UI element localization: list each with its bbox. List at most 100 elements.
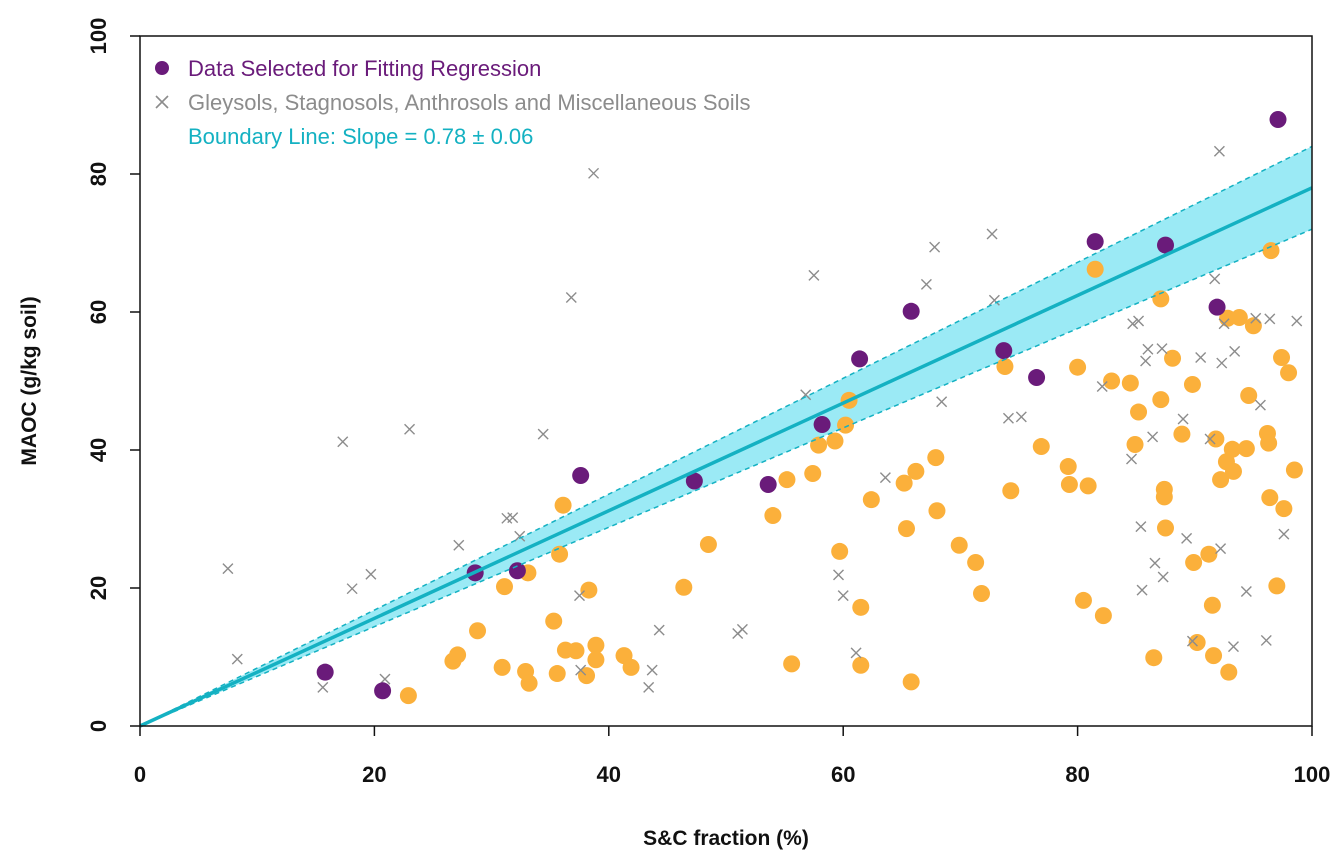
data-point-excluded	[808, 269, 820, 281]
data-point-excluded	[929, 241, 941, 253]
data-point-excluded	[1002, 412, 1014, 424]
data-point-excluded	[1096, 381, 1108, 393]
data-point	[1157, 519, 1174, 537]
data-point	[783, 655, 801, 673]
data-point-selected	[1028, 369, 1046, 387]
data-point-excluded	[1218, 318, 1230, 330]
data-point	[1121, 374, 1139, 392]
data-point-excluded	[337, 436, 349, 448]
data-point	[1173, 425, 1191, 443]
data-point-excluded	[514, 530, 526, 542]
data-point	[1280, 364, 1298, 382]
data-point	[1188, 634, 1206, 652]
data-point	[1152, 391, 1170, 409]
data-point-selected	[374, 682, 392, 700]
data-point-selected	[572, 467, 590, 485]
data-point-excluded	[1213, 145, 1225, 157]
data-point	[928, 502, 946, 520]
data-point	[1002, 482, 1020, 500]
data-point-excluded	[1127, 318, 1139, 330]
data-point	[1130, 403, 1148, 421]
data-point	[548, 665, 566, 683]
y-tick-label: 60	[86, 300, 111, 324]
data-point	[950, 536, 968, 554]
y-axis: 0 20 40 60 80 100	[86, 18, 140, 732]
data-point	[778, 471, 796, 489]
plot-frame	[139, 35, 1313, 727]
data-point	[1237, 440, 1255, 458]
x-tick-label: 20	[362, 762, 386, 787]
data-point	[852, 598, 870, 616]
data-point	[495, 578, 513, 596]
data-point-selected	[1157, 236, 1174, 254]
data-point	[996, 358, 1014, 376]
data-point-selected	[508, 562, 526, 580]
y-tick-label: 80	[86, 162, 111, 186]
data-point	[567, 642, 585, 660]
data-point	[493, 658, 511, 676]
data-point-excluded	[1209, 273, 1221, 285]
data-point-selected	[995, 342, 1013, 360]
x-axis: 0 20 40 60 80 100	[134, 726, 1330, 787]
data-point-selected	[759, 476, 777, 493]
legend-label-excluded: Gleysols, Stagnosols, Anthrosols and Mis…	[188, 90, 751, 115]
data-point-excluded	[588, 167, 600, 179]
data-point-excluded	[565, 292, 577, 304]
data-point	[1261, 489, 1279, 507]
data-point-selected	[1208, 298, 1226, 316]
data-point-excluded	[574, 590, 585, 602]
data-point-selected	[902, 302, 920, 320]
data-point	[1200, 545, 1218, 563]
data-point	[580, 581, 598, 599]
data-point-selected	[685, 472, 703, 490]
data-point	[469, 622, 487, 640]
data-point-excluded	[936, 396, 948, 408]
data-point	[1273, 349, 1291, 367]
data-point	[1164, 349, 1182, 367]
data-point-excluded	[453, 539, 465, 551]
data-point	[587, 651, 605, 669]
data-point	[1074, 591, 1092, 609]
data-point-excluded	[317, 681, 329, 693]
points-layer	[222, 110, 1303, 705]
data-point	[1240, 386, 1258, 404]
data-point	[1262, 242, 1280, 260]
data-point-selected	[1269, 110, 1287, 128]
data-point-selected	[316, 663, 334, 681]
data-point-excluded	[1195, 352, 1207, 364]
data-point-excluded	[1215, 543, 1227, 555]
data-point	[967, 553, 985, 571]
data-point	[1260, 434, 1278, 452]
data-point-excluded	[231, 653, 243, 665]
x-tick-label: 80	[1065, 762, 1089, 787]
data-point-excluded	[346, 583, 358, 595]
data-point	[551, 545, 569, 563]
legend: Data Selected for Fitting Regression Gle…	[155, 56, 751, 149]
boundary-line-layer	[139, 145, 1313, 728]
data-point	[1155, 488, 1173, 506]
data-point	[764, 507, 782, 525]
data-point-excluded	[1135, 521, 1147, 533]
y-tick-label: 20	[86, 576, 111, 600]
data-point	[587, 636, 605, 654]
y-tick-label: 0	[86, 720, 111, 732]
x-tick-label: 100	[1294, 762, 1331, 787]
legend-label-selected: Data Selected for Fitting Regression	[188, 56, 541, 81]
data-point	[554, 496, 572, 514]
data-point-excluded	[1204, 433, 1216, 445]
data-point-excluded	[736, 623, 748, 635]
data-point	[622, 658, 640, 676]
data-point	[675, 578, 693, 596]
data-point	[1207, 430, 1225, 448]
legend-label-boundary-line: Boundary Line: Slope = 0.78 ± 0.06	[188, 124, 533, 149]
data-point-excluded	[1186, 635, 1198, 647]
data-point	[826, 432, 844, 450]
data-point-excluded	[365, 568, 377, 580]
data-point	[852, 656, 870, 674]
data-point-excluded	[1181, 532, 1193, 544]
data-point	[1224, 462, 1242, 480]
data-point-excluded	[1240, 585, 1252, 597]
data-point	[972, 585, 990, 603]
data-point	[1223, 440, 1241, 458]
data-point-excluded	[1136, 584, 1148, 596]
